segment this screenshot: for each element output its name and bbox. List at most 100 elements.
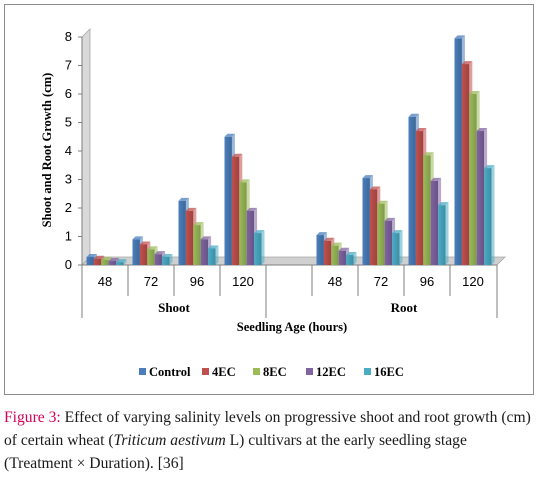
y-tick-label: 4: [65, 143, 72, 158]
bar-shade: [101, 259, 109, 265]
bar-shade: [316, 235, 324, 265]
bar-top: [231, 153, 243, 157]
chart-back-wall: [81, 28, 91, 266]
bar-top: [362, 175, 373, 179]
x-category-label: 96: [420, 274, 434, 289]
legend-label: 16EC: [374, 365, 404, 379]
legend-item-4ec: 4EC: [202, 365, 236, 379]
bar-top: [316, 232, 327, 236]
y-tick-label: 2: [65, 200, 72, 215]
bar-top: [200, 236, 212, 240]
y-tick-label: 3: [65, 172, 72, 187]
bar-shade: [208, 248, 216, 265]
bar-top: [101, 256, 112, 260]
bar-shade: [408, 116, 416, 265]
y-axis-title: Shoot and Root Growth (cm): [40, 73, 54, 228]
bar-top: [331, 242, 342, 246]
bar-shade: [185, 210, 194, 265]
bar-shade: [116, 262, 124, 265]
bar-shade: [139, 244, 148, 265]
bar-shade: [392, 233, 400, 265]
legend-item-16ec: 16EC: [364, 365, 404, 379]
bar-top: [384, 217, 396, 221]
bar-shade: [384, 220, 393, 265]
x-category-label: 48: [328, 274, 342, 289]
caption-text-before: Effect of varying salinity levels on pro…: [4, 409, 531, 449]
bar-shade: [469, 94, 477, 265]
bar-top: [338, 247, 350, 251]
bar-top: [239, 179, 250, 183]
x-category-label: 96: [190, 274, 204, 289]
x-axis-categories: 48 72 96 120 48 72 96 120 Shoot Root: [81, 265, 498, 318]
bar-top: [185, 207, 197, 211]
bar-shade: [147, 249, 155, 265]
bar-shade: [415, 131, 424, 265]
bar-shade: [346, 255, 354, 265]
bar-shade: [108, 261, 117, 265]
bar-shade: [200, 239, 209, 265]
bar-shade: [461, 64, 470, 265]
bar-top: [93, 255, 105, 259]
bar-top: [108, 258, 120, 262]
legend-label: 4EC: [212, 365, 236, 379]
bar-top: [193, 222, 204, 226]
legend-item-8ec: 8EC: [253, 365, 287, 379]
x-category-label: 48: [98, 274, 112, 289]
legend-swatch: [253, 368, 260, 375]
legend-item-12ec: 12EC: [306, 365, 346, 379]
legend-swatch: [364, 368, 371, 375]
bar-top: [392, 230, 403, 234]
chart-frame: [4, 4, 534, 395]
bar-shade: [331, 245, 339, 265]
bar-top: [139, 241, 151, 245]
x-category-label: 120: [232, 274, 254, 289]
bar-shade: [362, 178, 370, 265]
bar-top: [476, 128, 488, 132]
bar-side: [215, 245, 219, 265]
x-group-label: Shoot: [158, 300, 190, 315]
bar-top: [461, 61, 473, 65]
y-tick-label: 7: [65, 58, 72, 73]
bar-top: [86, 254, 97, 258]
caption-species: Triticum aestivum: [113, 432, 226, 449]
bar-top: [208, 245, 219, 249]
x-axis-title: Seedling Age (hours): [237, 320, 347, 334]
bar-shade: [454, 38, 462, 265]
bar-16ec-4: [346, 252, 357, 265]
bar-shade: [162, 257, 170, 265]
bar-16ec-2: [208, 245, 219, 265]
bar-top: [438, 202, 449, 206]
bar-shade: [338, 250, 347, 265]
bar-side: [123, 259, 127, 265]
bar-side: [353, 252, 357, 265]
bar-shade: [423, 155, 431, 265]
bar-16ec-7: [484, 165, 495, 265]
bar-top: [246, 207, 258, 211]
bar-side: [399, 230, 403, 265]
bar-shade: [231, 156, 240, 265]
bar-chart: 0 1 2 3 4 5 6 7 8 48 72 96 120 48 72 96 120 Shoot Root Sh…: [40, 28, 506, 379]
y-tick-label: 5: [65, 115, 72, 130]
bar-shade: [193, 225, 201, 265]
bar-side: [491, 165, 495, 265]
bar-top: [154, 251, 166, 255]
legend: Control 4EC 8EC 12EC 16EC: [139, 365, 404, 379]
bar-side: [445, 202, 449, 265]
bar-16ec-0: [116, 259, 127, 265]
bar-shade: [484, 168, 492, 265]
bar-shade: [154, 254, 163, 265]
bar-shade: [224, 136, 232, 265]
caption-text-after: L) cultivars at the early seedling stage…: [4, 432, 467, 472]
bar-top: [147, 246, 158, 250]
bar-shade: [254, 233, 262, 265]
bar-shade: [430, 180, 439, 265]
bar-shade: [323, 240, 332, 265]
bar-16ec-1: [162, 254, 173, 265]
bar-top: [484, 165, 495, 169]
y-tick-label: 0: [65, 257, 72, 272]
bar-top: [224, 133, 235, 137]
bar-side: [169, 254, 173, 265]
bar-top: [323, 237, 335, 241]
legend-item-control: Control: [139, 365, 191, 379]
bar-shade: [178, 200, 186, 265]
